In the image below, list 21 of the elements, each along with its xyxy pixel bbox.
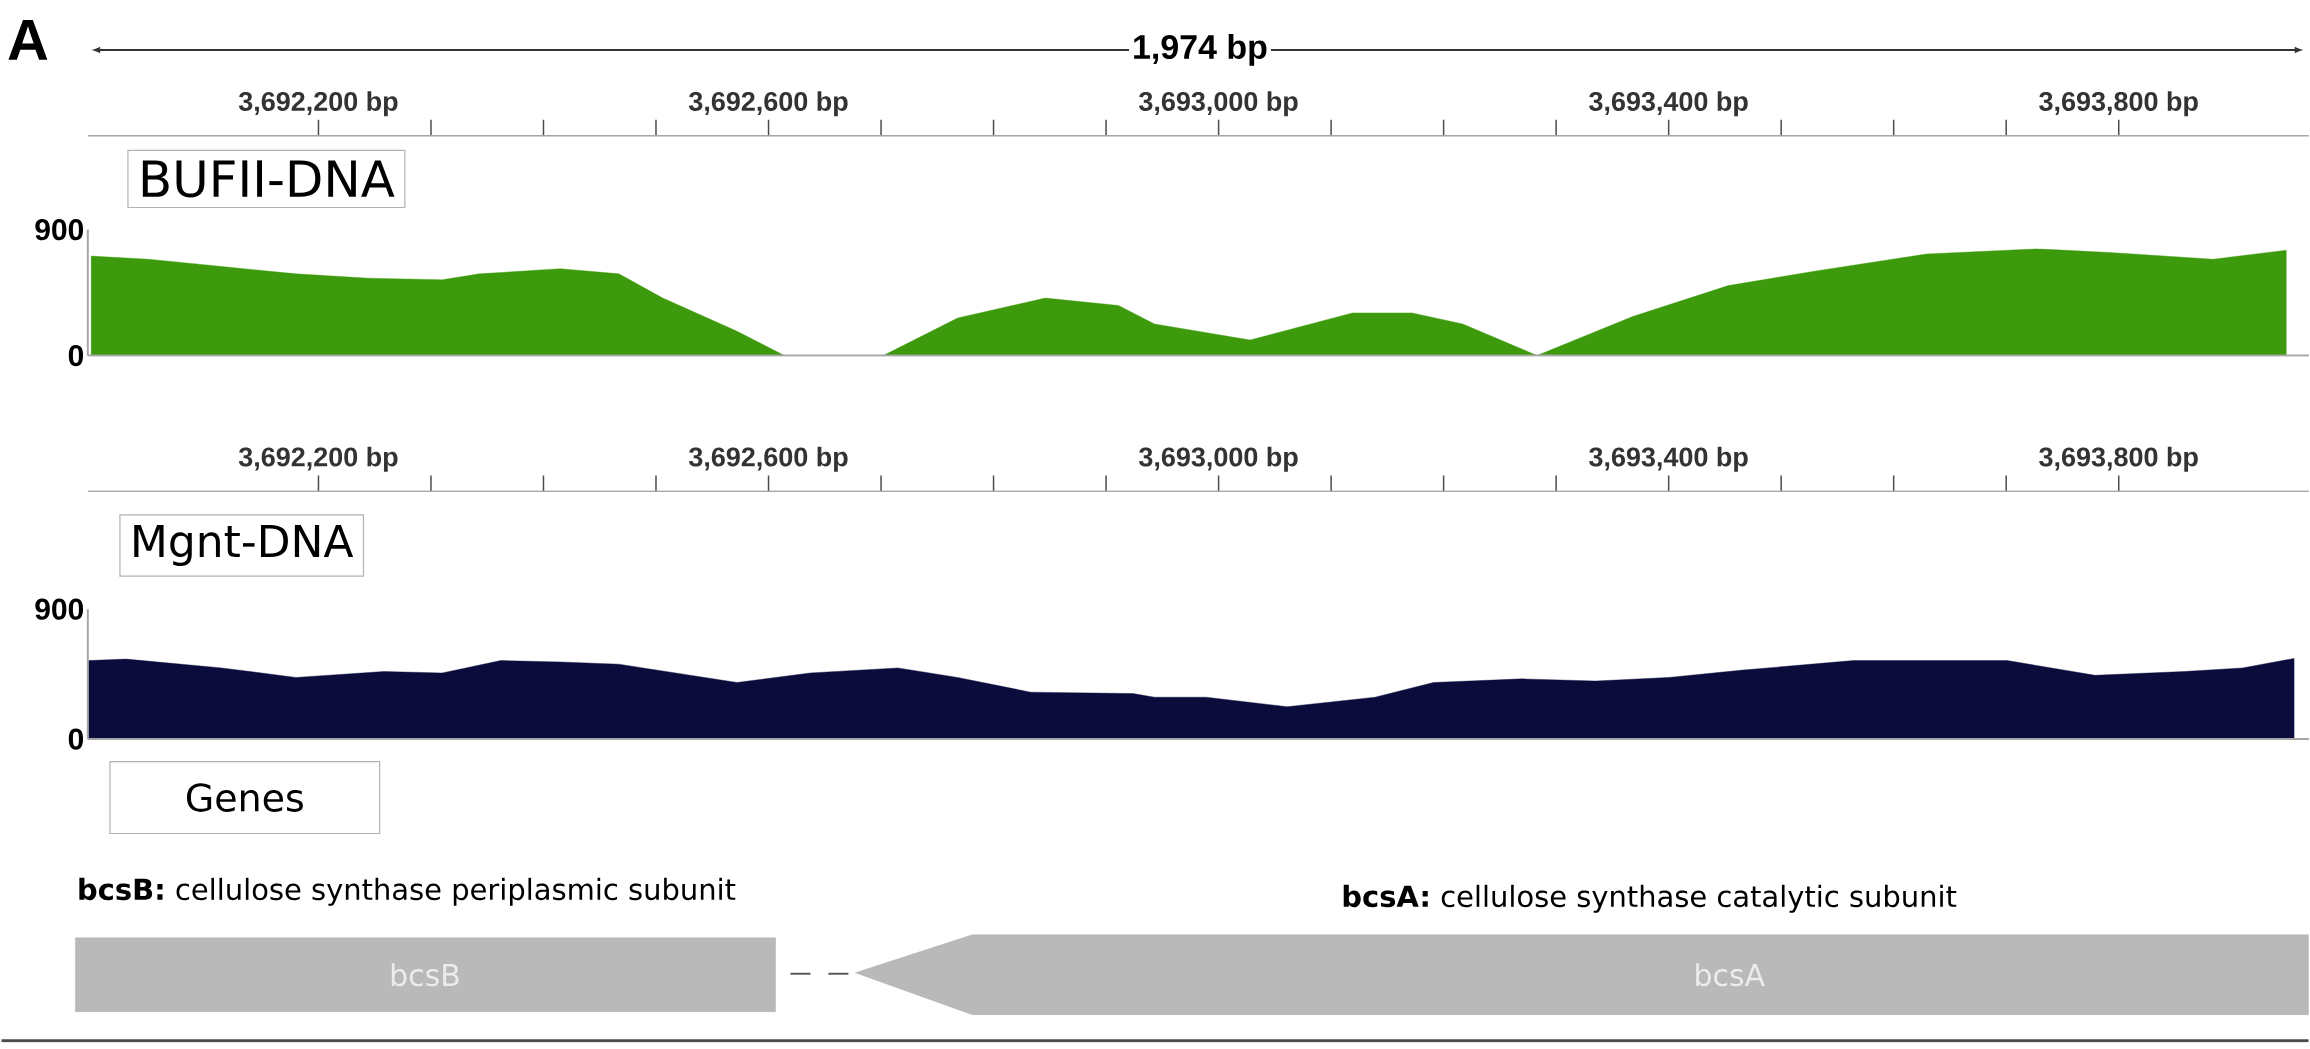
y-tick-label: 0	[68, 345, 84, 367]
x-tick-label: 3,693,000 bp	[1139, 446, 1298, 473]
text: bcsB: cellulose synthase periplasmic subunit	[79, 878, 736, 907]
y-tick-label: 900	[35, 219, 84, 241]
y-tick-label: 0	[68, 728, 84, 750]
x-tick-label: 3,692,600 bp	[688, 91, 848, 117]
x-tick-label: 3,693,400 bp	[1589, 91, 1748, 117]
text: bcsA: cellulose synthase catalytic subunit	[1343, 884, 1957, 914]
x-tick-label: 3,693,400 bp	[1589, 446, 1748, 473]
x-tick-label: 3,692,600 bp	[688, 446, 848, 473]
text: Genes	[186, 783, 303, 813]
text: A	[8, 20, 48, 61]
text: 1,974 bp	[1134, 34, 1267, 66]
x-tick-label: 3,692,200 bp	[238, 446, 398, 473]
x-tick-label: 3,693,800 bp	[2039, 446, 2198, 473]
y-tick-label: 900	[35, 598, 84, 620]
x-tick-label: 3,692,200 bp	[238, 91, 398, 117]
x-tick-label: 3,693,800 bp	[2039, 91, 2198, 117]
x-tick-label: 3,693,000 bp	[1139, 91, 1298, 117]
chart-title: Mgnt-DNA	[134, 525, 354, 567]
chart-title: BUFII-DNA	[142, 160, 395, 198]
